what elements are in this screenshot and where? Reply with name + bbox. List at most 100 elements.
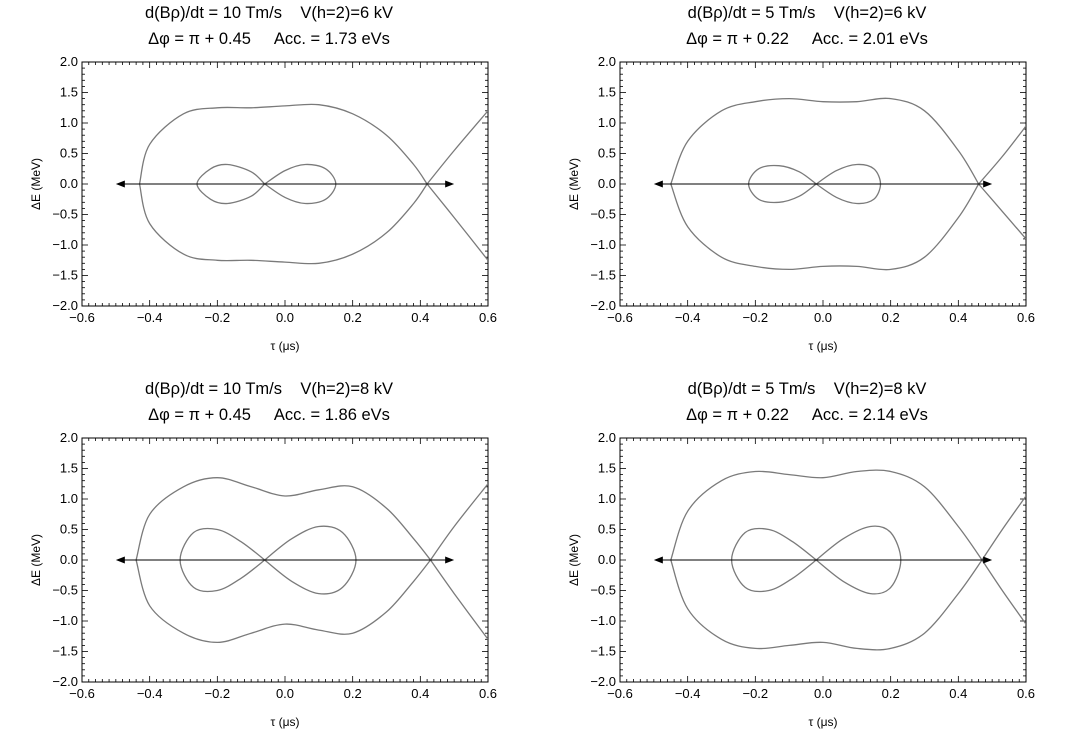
arrow-head-right	[983, 180, 993, 188]
y-tick-label: −0.5	[590, 207, 616, 222]
y-tick-label: −1.0	[590, 237, 616, 252]
y-tick-label: 0.5	[60, 146, 78, 161]
separatrix-curve-0	[670, 469, 983, 561]
x-tick-label: −0.2	[742, 686, 768, 701]
y-tick-label: 1.5	[598, 85, 616, 100]
y-tick-label: 0.5	[598, 522, 616, 537]
y-tick-label: 1.0	[60, 115, 78, 130]
chart-svg: −0.6 −0.4 −0.2 0.0 0.2 0.4 0.6 2.0 1.5 1.0 0.5 0.0 −…	[29, 54, 497, 353]
y-axis-label: ΔE (MeV)	[29, 158, 43, 210]
separatrix-curve-1	[135, 559, 432, 644]
separatrix-curve-2	[426, 110, 488, 185]
chart-title-line2: Δφ = π + 0.45 Acc. = 1.73 eVs	[148, 30, 390, 48]
x-tick-label: −0.2	[204, 310, 230, 325]
x-tick-label: 0.0	[814, 310, 832, 325]
x-axis-label: τ (μs)	[809, 339, 838, 353]
x-tick-label: 0.0	[276, 686, 294, 701]
y-tick-label: −2.0	[590, 674, 616, 689]
y-axis-label: ΔE (MeV)	[567, 534, 581, 586]
arrow-head-right	[983, 556, 993, 564]
y-tick-label: −1.0	[590, 613, 616, 628]
y-axis-label: ΔE (MeV)	[29, 534, 43, 586]
x-tick-label: 0.4	[949, 686, 967, 701]
x-axis-label: τ (μs)	[271, 715, 300, 729]
y-tick-label: −2.0	[590, 298, 616, 313]
y-tick-label: −1.5	[590, 268, 616, 283]
chart-svg: −0.6 −0.4 −0.2 0.0 0.2 0.4 0.6 2.0 1.5 1.0 0.5 0.0 −…	[29, 430, 497, 729]
separatrix-curve-0	[135, 477, 432, 561]
y-tick-label: 1.5	[60, 461, 78, 476]
y-tick-label: 0.5	[598, 146, 616, 161]
x-tick-label: 0.4	[411, 686, 429, 701]
separatrix-curve-1	[670, 559, 983, 651]
y-tick-label: 0.0	[598, 552, 616, 567]
chart-panel-bottom-right: d(Bρ)/dt = 5 Tm/s V(h=2)=8 kV Δφ = π + 0…	[538, 372, 1076, 744]
x-tick-label: 0.6	[1017, 686, 1035, 701]
y-tick-label: −1.0	[52, 237, 78, 252]
arrow-head-left	[115, 180, 125, 188]
separatrix-curve-2	[429, 483, 488, 561]
x-tick-label: 0.6	[479, 310, 497, 325]
x-tick-label: −0.4	[675, 310, 701, 325]
y-axis-label: ΔE (MeV)	[567, 158, 581, 210]
x-tick-label: −0.6	[607, 686, 633, 701]
chart-panel-top-left: d(Bρ)/dt = 10 Tm/s V(h=2)=6 kV Δφ = π + …	[0, 0, 538, 372]
y-tick-label: 2.0	[60, 430, 78, 445]
x-tick-label: 0.4	[949, 310, 967, 325]
chart-title-line1: d(Bρ)/dt = 5 Tm/s V(h=2)=8 kV	[687, 380, 927, 398]
y-tick-label: 0.0	[60, 176, 78, 191]
separatrix-curve-3	[426, 183, 488, 261]
separatrix-curve-3	[981, 559, 1026, 625]
y-tick-label: 1.0	[60, 491, 78, 506]
arrow-head-right	[445, 180, 455, 188]
y-tick-label: 0.0	[598, 176, 616, 191]
y-tick-label: −0.5	[52, 207, 78, 222]
y-tick-label: 0.0	[60, 552, 78, 567]
arrow-head-left	[115, 556, 125, 564]
x-tick-label: −0.4	[137, 686, 163, 701]
y-tick-label: −0.5	[52, 583, 78, 598]
separatrix-curve-3	[978, 183, 1026, 240]
y-tick-label: 1.0	[598, 115, 616, 130]
x-tick-label: 0.2	[882, 686, 900, 701]
chart-title-line2: Δφ = π + 0.22 Acc. = 2.01 eVs	[686, 30, 928, 48]
separatrix-curve-1	[670, 183, 980, 271]
arrow-head-right	[445, 556, 455, 564]
x-tick-label: 0.0	[814, 686, 832, 701]
x-tick-label: −0.6	[607, 310, 633, 325]
x-tick-label: −0.2	[742, 310, 768, 325]
x-tick-label: −0.2	[204, 686, 230, 701]
chart-svg: −0.6 −0.4 −0.2 0.0 0.2 0.4 0.6 2.0 1.5 1.0 0.5 0.0 −…	[567, 54, 1035, 353]
x-tick-label: −0.6	[69, 310, 95, 325]
chart-title-line1: d(Bρ)/dt = 10 Tm/s V(h=2)=8 kV	[145, 380, 393, 398]
chart-title-line2: Δφ = π + 0.45 Acc. = 1.86 eVs	[148, 406, 390, 424]
x-axis-label: τ (μs)	[809, 715, 838, 729]
separatrix-curve-0	[138, 103, 428, 185]
y-tick-label: 2.0	[598, 54, 616, 69]
y-tick-label: 1.5	[598, 461, 616, 476]
x-tick-label: −0.4	[675, 686, 701, 701]
chart-title-line1: d(Bρ)/dt = 10 Tm/s V(h=2)=6 kV	[145, 4, 393, 22]
y-tick-label: 1.0	[598, 491, 616, 506]
y-tick-label: 2.0	[60, 54, 78, 69]
x-tick-label: 0.2	[882, 310, 900, 325]
x-tick-label: 0.2	[344, 310, 362, 325]
arrow-head-left	[653, 556, 663, 564]
chart-title-line1: d(Bρ)/dt = 5 Tm/s V(h=2)=6 kV	[687, 4, 927, 22]
y-tick-label: 2.0	[598, 430, 616, 445]
x-tick-label: 0.6	[1017, 310, 1035, 325]
x-tick-label: 0.4	[411, 310, 429, 325]
y-tick-label: −0.5	[590, 583, 616, 598]
y-tick-label: −1.0	[52, 613, 78, 628]
x-tick-label: 0.6	[479, 686, 497, 701]
x-tick-label: 0.0	[276, 310, 294, 325]
x-tick-label: −0.4	[137, 310, 163, 325]
chart-panel-bottom-left: d(Bρ)/dt = 10 Tm/s V(h=2)=8 kV Δφ = π + …	[0, 372, 538, 744]
x-tick-label: 0.2	[344, 686, 362, 701]
chart-title-line2: Δφ = π + 0.22 Acc. = 2.14 eVs	[686, 406, 928, 424]
chart-panel-top-right: d(Bρ)/dt = 5 Tm/s V(h=2)=6 kV Δφ = π + 0…	[538, 0, 1076, 372]
chart-svg: −0.6 −0.4 −0.2 0.0 0.2 0.4 0.6 2.0 1.5 1.0 0.5 0.0 −…	[567, 430, 1035, 729]
y-tick-label: −1.5	[590, 644, 616, 659]
y-tick-label: −1.5	[52, 268, 78, 283]
y-tick-label: −2.0	[52, 674, 78, 689]
